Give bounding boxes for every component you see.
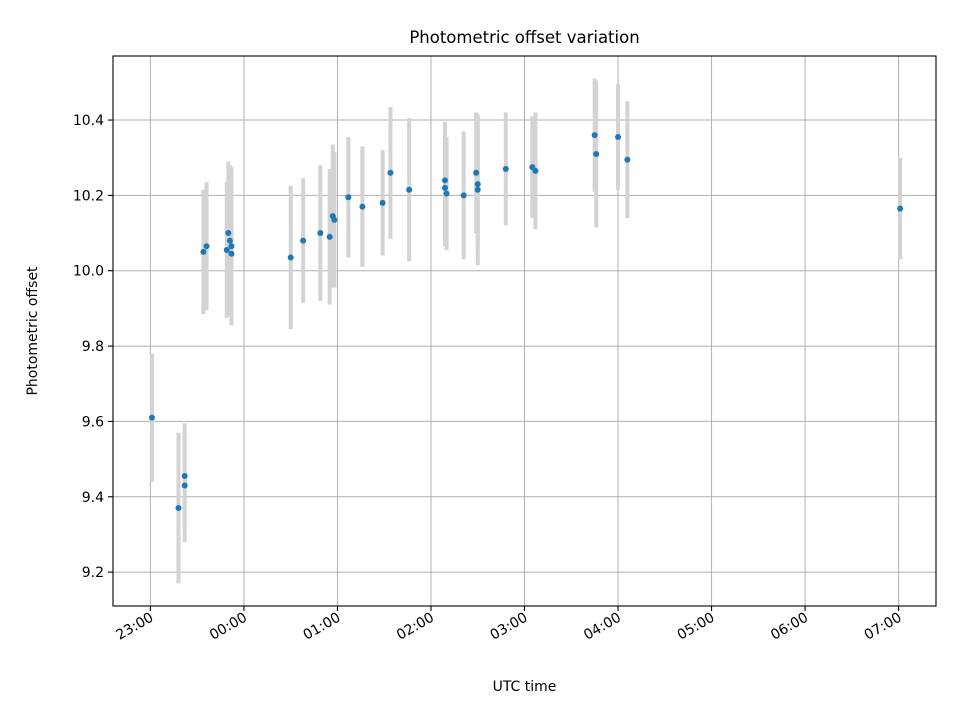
y-tick-label: 10.2 <box>73 188 104 204</box>
data-point <box>287 254 294 261</box>
data-point <box>460 192 467 199</box>
data-point <box>442 177 449 184</box>
y-tick-label: 9.6 <box>82 414 104 430</box>
y-tick-label: 10.0 <box>73 264 104 280</box>
data-point <box>593 150 600 157</box>
data-point <box>223 247 230 254</box>
data-point <box>474 181 481 188</box>
data-point <box>591 132 598 139</box>
data-point <box>624 156 631 163</box>
data-point <box>331 216 338 223</box>
y-axis-label: Photometric offset <box>25 266 41 396</box>
data-point <box>175 505 182 512</box>
data-point <box>473 169 480 176</box>
data-point <box>502 166 509 173</box>
data-point <box>200 248 207 255</box>
data-point <box>228 250 235 257</box>
data-point <box>148 414 155 421</box>
data-point <box>615 133 622 140</box>
chart-title: Photometric offset variation <box>409 28 639 47</box>
y-axis-ticks: 9.2 9.4 9.6 9.8 10.0 10.2 10.4 <box>73 113 113 581</box>
grid <box>113 56 936 606</box>
data-point <box>359 203 366 210</box>
data-points <box>148 132 904 512</box>
data-point <box>300 237 307 244</box>
data-point <box>387 169 394 176</box>
data-point <box>345 194 352 201</box>
data-point <box>326 233 333 240</box>
data-point <box>897 205 904 212</box>
x-axis-label: UTC time <box>493 679 557 695</box>
data-point <box>181 482 188 489</box>
data-point <box>317 230 324 237</box>
y-tick-label: 10.4 <box>73 113 104 129</box>
y-tick-label: 9.4 <box>82 490 104 506</box>
data-point <box>225 230 232 237</box>
data-point <box>443 190 450 197</box>
data-point <box>228 243 235 250</box>
y-tick-label: 9.8 <box>82 339 104 355</box>
data-point <box>532 167 539 174</box>
data-point <box>406 186 413 193</box>
data-point <box>442 184 449 191</box>
y-tick-label: 9.2 <box>82 565 104 581</box>
data-point <box>226 237 233 244</box>
data-point <box>474 186 481 193</box>
data-point <box>181 473 188 480</box>
data-point <box>203 243 210 250</box>
data-point <box>379 199 386 206</box>
